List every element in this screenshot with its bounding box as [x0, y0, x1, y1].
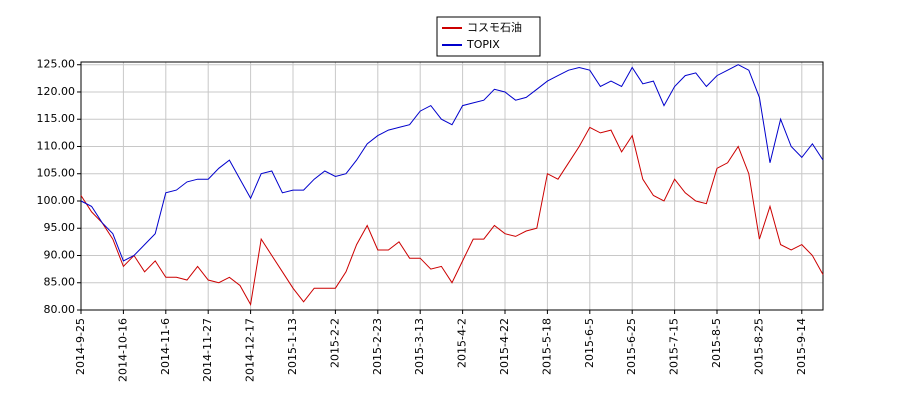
y-tick-label: 105.00 [37, 167, 76, 180]
y-tick-label: 90.00 [44, 248, 76, 261]
series-line [80, 64, 824, 262]
y-tick-label: 85.00 [44, 276, 76, 289]
legend-label: TOPIX [466, 38, 500, 51]
y-tick-label: 80.00 [44, 303, 76, 316]
x-tick-label: 2015-6-5 [583, 318, 596, 368]
x-tick-label: 2015-6-25 [625, 318, 638, 375]
x-tick-label: 2015-2-23 [371, 318, 384, 375]
y-tick-label: 100.00 [37, 194, 76, 207]
x-tick-label: 2015-4-2 [456, 318, 469, 368]
x-tick-label: 2015-4-22 [498, 318, 511, 375]
x-tick-label: 2014-12-17 [244, 318, 257, 382]
y-tick-label: 110.00 [37, 139, 76, 152]
y-tick-label: 95.00 [44, 221, 76, 234]
x-tick-label: 2015-8-5 [710, 318, 723, 368]
x-tick-label: 2015-2-2 [328, 318, 341, 368]
x-tick-label: 2014-9-25 [74, 318, 87, 375]
x-tick-label: 2014-10-16 [116, 318, 129, 382]
legend-box [436, 16, 541, 57]
x-tick-label: 2015-3-13 [413, 318, 426, 375]
y-tick-label: 120.00 [37, 85, 76, 98]
legend-label: コスモ石油 [467, 20, 522, 34]
x-tick-label: 2015-1-13 [286, 318, 299, 375]
x-tick-label: 2015-9-14 [795, 318, 808, 375]
y-tick-label: 115.00 [37, 112, 76, 125]
x-tick-label: 2015-8-25 [752, 318, 765, 375]
x-tick-label: 2014-11-27 [201, 318, 214, 382]
x-tick-label: 2015-5-18 [540, 318, 553, 375]
y-tick-label: 125.00 [37, 58, 76, 71]
x-tick-label: 2015-7-15 [668, 318, 681, 375]
series-line [80, 126, 824, 306]
plot-frame [80, 61, 824, 311]
x-tick-label: 2014-11-6 [159, 318, 172, 375]
